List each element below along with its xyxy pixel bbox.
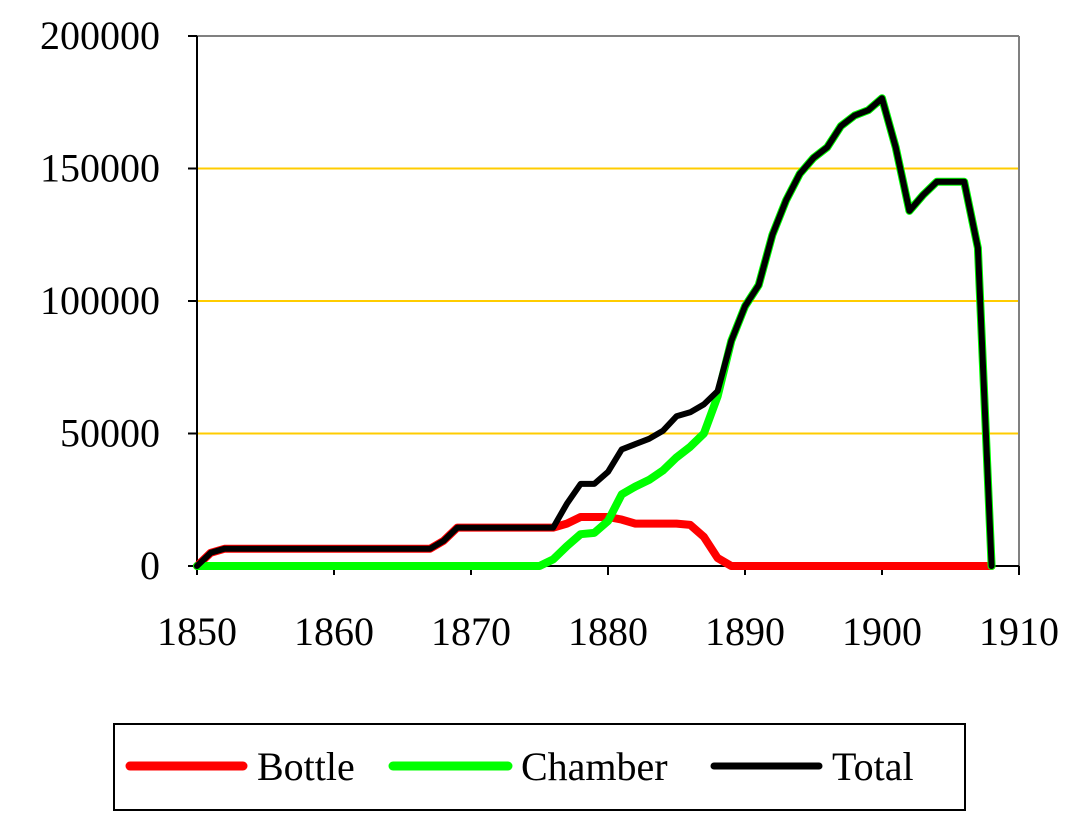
x-tick-label: 1870 xyxy=(431,609,511,654)
x-tick-label: 1850 xyxy=(157,609,237,654)
x-tick-label: 1900 xyxy=(842,609,922,654)
legend-label-bottle: Bottle xyxy=(257,744,355,789)
legend-label-chamber: Chamber xyxy=(521,744,668,789)
axes xyxy=(188,36,1019,575)
y-tick-label: 0 xyxy=(140,543,160,588)
y-tick-label: 200000 xyxy=(40,13,160,58)
y-tick-label: 150000 xyxy=(40,146,160,191)
y-tick-label: 50000 xyxy=(60,411,160,456)
series-line-bottle xyxy=(197,517,992,566)
legend-label-total: Total xyxy=(832,744,914,789)
x-tick-label: 1890 xyxy=(705,609,785,654)
legend: Bottle Chamber Total xyxy=(114,724,965,810)
gridlines xyxy=(197,169,1019,434)
x-tick-label: 1880 xyxy=(568,609,648,654)
y-tick-label: 100000 xyxy=(40,278,160,323)
x-tick-label: 1860 xyxy=(294,609,374,654)
x-tick-label: 1910 xyxy=(979,609,1059,654)
